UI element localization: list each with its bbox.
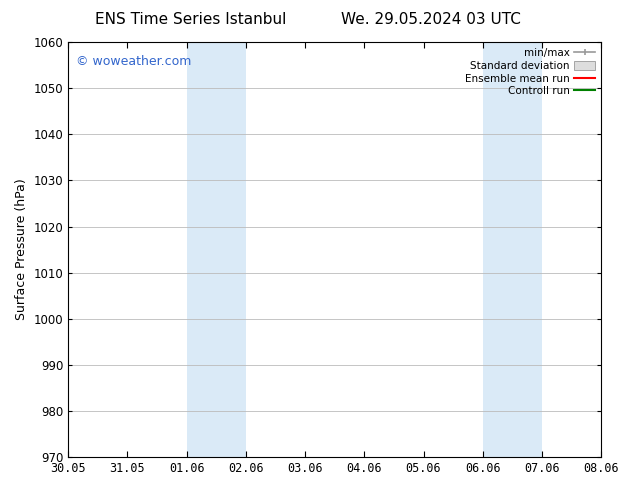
Bar bbox=[482, 42, 542, 457]
Text: We. 29.05.2024 03 UTC: We. 29.05.2024 03 UTC bbox=[341, 12, 521, 27]
Bar bbox=[186, 42, 246, 457]
Y-axis label: Surface Pressure (hPa): Surface Pressure (hPa) bbox=[15, 179, 28, 320]
Text: © woweather.com: © woweather.com bbox=[76, 54, 191, 68]
Legend: min/max, Standard deviation, Ensemble mean run, Controll run: min/max, Standard deviation, Ensemble me… bbox=[461, 44, 599, 100]
Text: ENS Time Series Istanbul: ENS Time Series Istanbul bbox=[94, 12, 286, 27]
